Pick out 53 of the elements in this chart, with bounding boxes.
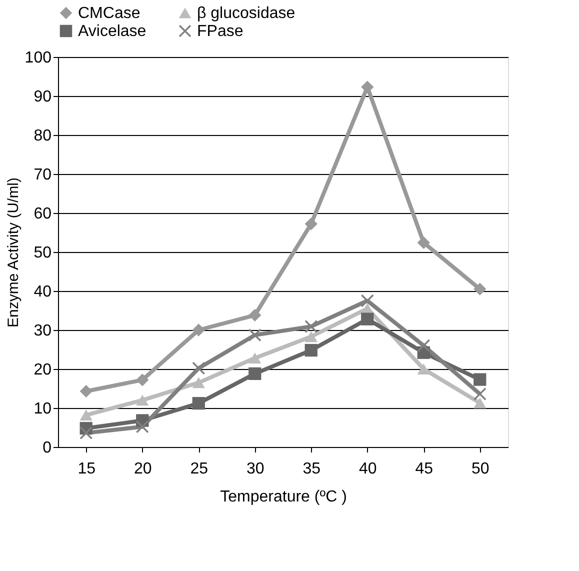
point (474, 388, 486, 400)
x-tick-label: 50 (471, 460, 490, 478)
point (304, 218, 318, 230)
y-tick-label: 0 (42, 440, 52, 456)
x-tick-label: 15 (78, 460, 96, 478)
point (136, 420, 149, 434)
x-tick-label: 40 (358, 460, 377, 478)
point (474, 397, 486, 408)
point (361, 312, 374, 326)
point (417, 236, 430, 249)
y-tick-label: 90 (34, 88, 52, 106)
x-axis-title: Temperature (ºC ) (220, 488, 347, 506)
point (417, 339, 430, 352)
point (304, 331, 318, 342)
legend-label: CMCase (78, 5, 140, 22)
point (304, 344, 318, 357)
y-tick-label: 70 (34, 166, 52, 184)
y-tick-label: 60 (34, 206, 52, 222)
point (136, 394, 149, 406)
point (192, 362, 205, 375)
y-tick-label: 50 (34, 244, 52, 262)
x-tick-label: 25 (190, 460, 208, 478)
y-tick-label: 40 (34, 284, 52, 300)
point (304, 320, 318, 333)
x-tick-label: 35 (302, 460, 321, 478)
point (248, 308, 262, 322)
y-axis-title: Enzyme Activity (U/ml) (4, 177, 22, 328)
y-tick-label: 10 (34, 400, 52, 418)
y-tick-label: 30 (34, 322, 52, 340)
point (474, 373, 486, 386)
point (417, 364, 430, 374)
point (474, 282, 486, 296)
point (80, 410, 92, 420)
y-tick-label: 80 (34, 128, 52, 144)
point (192, 324, 205, 336)
point (80, 384, 92, 398)
point (192, 377, 205, 388)
point (248, 328, 262, 342)
x-tick-label: 20 (134, 460, 152, 478)
legend-label: FPase (197, 23, 244, 40)
point (192, 396, 205, 410)
y-tick-label: 20 (34, 362, 52, 378)
point (248, 352, 262, 364)
legend-label: β glucosidase (197, 5, 296, 22)
point (80, 426, 92, 440)
point (361, 294, 374, 308)
x-tick-label: 30 (246, 460, 264, 478)
point (248, 367, 262, 380)
point (361, 80, 374, 94)
x-tick-label: 45 (415, 460, 434, 478)
y-tick-label: 100 (24, 50, 52, 66)
legend-label: Avicelase (78, 23, 146, 40)
point (136, 374, 149, 386)
